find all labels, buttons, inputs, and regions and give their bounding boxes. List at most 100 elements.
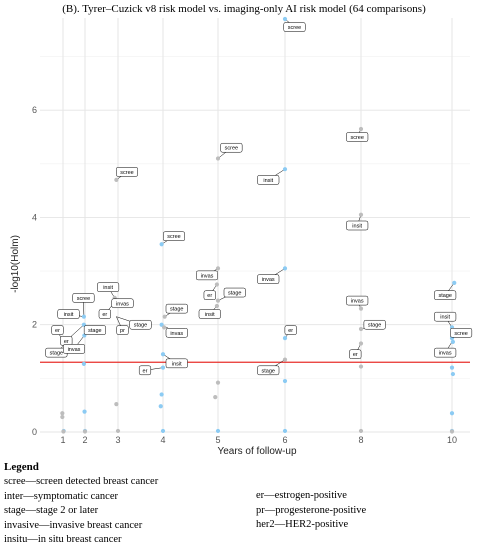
data-point <box>215 266 221 271</box>
point-label-text: invas <box>439 351 452 357</box>
point-label-text: insit <box>440 315 450 321</box>
point-label: insit <box>257 175 280 185</box>
data-point <box>162 325 167 330</box>
point-label: er <box>98 309 111 319</box>
point-label: scree <box>163 231 185 241</box>
point-label: scree <box>346 132 369 142</box>
point-labels: stageerinsitscreeerinvasstageinsiterinva… <box>45 22 473 376</box>
point-label: invas <box>257 274 280 284</box>
data-point <box>160 352 166 357</box>
point-label: invas <box>346 295 369 306</box>
point-label-text: stage <box>262 368 275 374</box>
point-label-text: er <box>353 352 358 358</box>
data-point <box>358 306 364 311</box>
point-label: er <box>138 365 152 376</box>
point-label-box <box>434 347 457 358</box>
y-tick-labels: 0 2 4 6 <box>32 105 37 437</box>
point-label-text: stage <box>170 307 183 313</box>
data-point <box>450 371 456 377</box>
point-label-box <box>284 325 297 335</box>
point-label: er <box>349 349 362 359</box>
point-label-text: scree <box>454 331 467 337</box>
point-label-text: scree <box>350 135 363 141</box>
point-label-box <box>165 303 188 314</box>
point-label-box <box>63 344 85 354</box>
point-label-box <box>51 325 64 335</box>
x-tick-label: 2 <box>82 435 87 445</box>
point-label: insit <box>198 309 221 319</box>
point-label-text: stage <box>228 291 241 297</box>
data-point <box>282 167 288 172</box>
data-point <box>60 414 65 420</box>
point-label: stage <box>257 365 280 376</box>
point-label-text: stage <box>50 351 63 357</box>
point-label: er <box>60 336 73 346</box>
point-label: invas <box>196 270 218 281</box>
point-label-text: scree <box>167 234 180 240</box>
point-label-text: er <box>288 328 293 334</box>
legend-item: her2—HER2-positive <box>256 519 349 530</box>
data-point <box>214 303 219 309</box>
x-tick-label: 5 <box>215 435 220 445</box>
point-label: stage <box>165 303 188 314</box>
point-label-text: insit <box>172 361 182 367</box>
data-point <box>115 428 121 434</box>
point-label: insit <box>57 309 80 319</box>
point-label: stage <box>83 325 106 335</box>
point-label: scree <box>283 22 306 32</box>
point-label-box <box>97 282 120 292</box>
point-label: insit <box>165 358 188 369</box>
point-label-box <box>165 358 188 369</box>
data-point <box>159 322 164 327</box>
data-point <box>162 314 167 319</box>
point-label: stage <box>434 290 457 300</box>
legend-column-1: scree—screen detected breast cancer inte… <box>4 475 256 548</box>
data-point <box>282 266 288 271</box>
data-point <box>60 411 65 416</box>
y-axis-label: -log10(Holm) <box>10 235 21 293</box>
point-label-box <box>111 298 134 309</box>
x-tick-label: 4 <box>160 435 165 445</box>
point-label: er <box>203 290 216 300</box>
data-point <box>450 339 456 344</box>
point-label-text: insit <box>263 178 273 184</box>
data-point <box>215 380 221 385</box>
data-point <box>159 242 164 247</box>
point-label: stage <box>129 319 152 330</box>
point-label-text: invas <box>116 301 129 307</box>
data-point <box>358 428 364 434</box>
data-point <box>449 429 455 434</box>
point-label-box <box>98 309 111 319</box>
point-label-box <box>257 175 280 185</box>
point-label-box <box>138 365 152 376</box>
point-label-text: insit <box>205 312 215 318</box>
legend-title: Legend <box>4 461 39 473</box>
point-label-text: er <box>55 328 60 334</box>
legend: Legend scree—screen detected breast canc… <box>4 461 476 548</box>
scatter-chart: (B). Tyrer–Cuzick v8 risk model vs. imag… <box>10 3 473 457</box>
point-label: er <box>284 325 297 335</box>
data-point <box>160 428 166 434</box>
x-tick-label: 3 <box>115 435 120 445</box>
point-label-text: stage <box>134 323 147 329</box>
point-label-box <box>257 274 280 284</box>
point-label-box <box>165 328 188 338</box>
chart-title: (B). Tyrer–Cuzick v8 risk model vs. imag… <box>62 3 426 15</box>
point-label: scree <box>220 142 243 153</box>
legend-item: er—estrogen-positive <box>256 490 347 501</box>
point-label-text: insit <box>352 224 362 230</box>
data-point <box>81 361 86 366</box>
data-point <box>215 298 221 303</box>
point-label-box <box>346 220 369 231</box>
point-label-box <box>257 365 280 376</box>
data-point <box>215 156 221 161</box>
x-axis-label: Years of follow-up <box>217 446 297 457</box>
point-label-box <box>223 287 246 298</box>
point-label: invas <box>165 328 188 338</box>
data-point <box>358 341 364 346</box>
point-label: pr <box>116 325 129 335</box>
point-label-box <box>163 231 185 241</box>
point-label: scree <box>450 328 473 338</box>
point-label-text: insit <box>64 312 74 318</box>
point-label-box <box>116 167 138 177</box>
